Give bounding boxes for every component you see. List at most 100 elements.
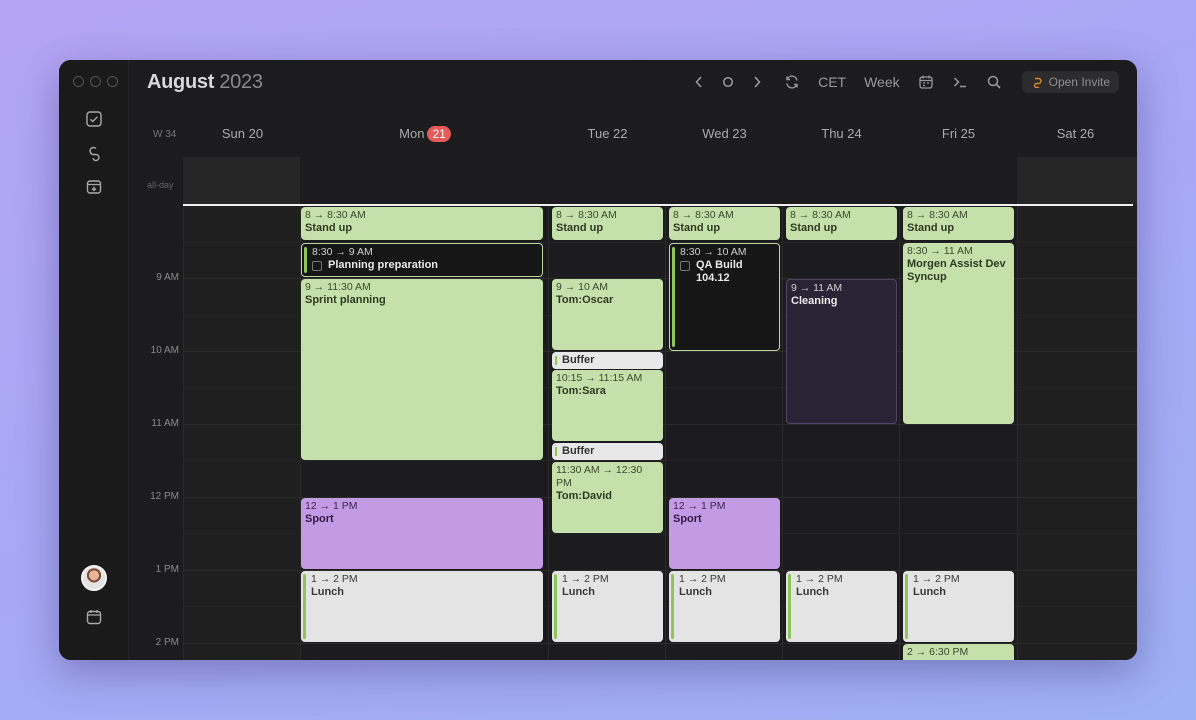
- event-time: 8:30 → 10 AM: [680, 246, 747, 258]
- event-time: 8 → 8:30 AM: [790, 209, 851, 221]
- toolbar: CET Week Open Invite: [676, 70, 1119, 94]
- event-card[interactable]: 8 → 8:30 AM Stand up: [669, 207, 780, 240]
- time-grid[interactable]: 9 AM 10 AM 11 AM 12 PM 1 PM 2 PM 8 → 8:3…: [59, 206, 1137, 660]
- day-header-mon[interactable]: Mon 21: [301, 126, 549, 142]
- today-button[interactable]: [722, 76, 734, 88]
- event-time: 8 → 8:30 AM: [673, 209, 734, 221]
- all-day-label: all-day: [147, 180, 174, 190]
- all-day-row[interactable]: [183, 157, 1137, 205]
- day-header-sun[interactable]: Sun 20: [221, 126, 264, 141]
- column-divider: [782, 206, 783, 660]
- command-prompt-icon[interactable]: [952, 74, 968, 90]
- event-title: Stand up: [907, 222, 955, 234]
- event-card[interactable]: 8 → 8:30 AM Stand up: [552, 207, 663, 240]
- event-card[interactable]: 12 → 1 PM Sport: [301, 498, 543, 569]
- event-title: Sport: [305, 513, 334, 525]
- event-time: 8:30 → 11 AM: [907, 245, 973, 257]
- saturday-column: [1017, 206, 1137, 660]
- event-time: 1 → 2 PM: [562, 573, 609, 585]
- task-card[interactable]: 8:30 → 9 AM Planning preparation: [301, 243, 543, 277]
- event-card[interactable]: 1 → 2 PM Lunch: [903, 571, 1014, 642]
- event-card[interactable]: 8 → 8:30 AM Stand up: [301, 207, 543, 240]
- event-card[interactable]: 12 → 1 PM Sport: [669, 498, 780, 569]
- user-avatar[interactable]: [81, 565, 107, 591]
- minimize-window-button[interactable]: [90, 76, 101, 87]
- event-card[interactable]: 1 → 2 PM Lunch: [786, 571, 897, 642]
- close-window-button[interactable]: [73, 76, 84, 87]
- event-card[interactable]: 2 → 6:30 PM: [903, 644, 1014, 660]
- event-title: Tom:Sara: [556, 385, 606, 397]
- tasks-checkbox-icon[interactable]: [85, 110, 103, 128]
- day-header: W 34 Sun 20 Mon 21 Tue 22 Wed 23 Thu 24 F…: [129, 120, 1137, 146]
- event-title: Morgen Assist Dev Syncup: [907, 258, 1006, 283]
- event-time: 10:15 → 11:15 AM: [556, 372, 643, 384]
- event-title: QA Build 104.12: [696, 259, 743, 284]
- event-card[interactable]: 9 → 10 AM Tom:Oscar: [552, 279, 663, 350]
- event-card[interactable]: 1 → 2 PM Lunch: [552, 571, 663, 642]
- day-header-sat[interactable]: Sat 26: [1056, 126, 1095, 141]
- integrations-icon[interactable]: [85, 144, 103, 162]
- task-checkbox[interactable]: [312, 261, 322, 271]
- event-card[interactable]: 8 → 8:30 AM Stand up: [786, 207, 897, 240]
- next-week-button[interactable]: [752, 75, 762, 89]
- event-title: Lunch: [796, 586, 829, 598]
- event-card[interactable]: 1 → 2 PM Lunch: [669, 571, 780, 642]
- date-picker-icon[interactable]: [918, 74, 934, 90]
- hour-line: [183, 643, 1137, 644]
- task-checkbox[interactable]: [680, 261, 690, 271]
- zoom-window-button[interactable]: [107, 76, 118, 87]
- event-title: Stand up: [790, 222, 838, 234]
- search-icon[interactable]: [986, 74, 1002, 90]
- window-controls: [73, 76, 118, 87]
- event-time: 1 → 2 PM: [679, 573, 726, 585]
- event-title: Planning preparation: [328, 259, 439, 271]
- day-header-fri[interactable]: Fri 25: [941, 126, 976, 141]
- event-card[interactable]: 8:30 → 11 AM Morgen Assist Dev Syncup: [903, 243, 1014, 424]
- timezone-button[interactable]: CET: [818, 74, 847, 90]
- half-hour-line: [183, 533, 1137, 534]
- event-card[interactable]: Buffer: [552, 443, 663, 460]
- day-header-thu[interactable]: Thu 24: [821, 126, 862, 141]
- open-invite-icon: [1033, 77, 1042, 88]
- event-time: 9 → 11 AM: [791, 282, 843, 294]
- hour-line: [183, 351, 1137, 352]
- current-time-line: [183, 204, 1133, 206]
- event-title: Tom:David: [556, 490, 613, 502]
- hour-label: 10 AM: [150, 345, 179, 356]
- day-header-wed[interactable]: Wed 23: [702, 126, 747, 141]
- event-card[interactable]: 1 → 2 PM Lunch: [301, 571, 543, 642]
- sunday-column: [183, 206, 300, 660]
- event-title: Sprint planning: [305, 294, 386, 306]
- event-time: 1 → 2 PM: [796, 573, 843, 585]
- hour-label: 12 PM: [150, 491, 179, 502]
- event-card[interactable]: 9 → 11 AM Cleaning: [786, 279, 897, 424]
- event-time: 1 → 2 PM: [913, 573, 960, 585]
- previous-week-button[interactable]: [694, 75, 704, 89]
- column-divider: [665, 206, 666, 660]
- refresh-icon[interactable]: [784, 74, 800, 90]
- event-title: Lunch: [311, 586, 344, 598]
- all-day-sat: [1017, 157, 1137, 205]
- event-card[interactable]: Buffer: [552, 352, 663, 369]
- all-day-sun: [183, 157, 300, 205]
- event-time: 2 → 6:30 PM: [907, 646, 969, 658]
- event-time: 8:30 → 9 AM: [312, 246, 373, 258]
- event-time: 1 → 2 PM: [311, 573, 358, 585]
- event-card[interactable]: 10:15 → 11:15 AM Tom:Sara: [552, 370, 663, 441]
- view-selector[interactable]: Week: [864, 74, 900, 90]
- event-title: Stand up: [556, 222, 604, 234]
- event-title: Sport: [673, 513, 702, 525]
- day-header-tue[interactable]: Tue 22: [587, 126, 628, 141]
- calendar-list-icon[interactable]: [85, 608, 103, 626]
- task-card[interactable]: 8:30 → 10 AM QA Build 104.12: [669, 243, 780, 351]
- open-invite-button[interactable]: Open Invite: [1021, 71, 1119, 93]
- hour-label: 9 AM: [156, 272, 179, 283]
- event-time: 11:30 AM → 12:30 PM: [556, 464, 643, 489]
- event-card[interactable]: 11:30 AM → 12:30 PM Tom:David: [552, 462, 663, 533]
- inbox-icon[interactable]: [85, 178, 103, 196]
- today-badge: 21: [427, 126, 451, 142]
- event-time: 12 → 1 PM: [673, 500, 726, 512]
- event-card[interactable]: 9 → 11:30 AM Sprint planning: [301, 279, 543, 460]
- week-number: W 34: [153, 129, 177, 140]
- event-card[interactable]: 8 → 8:30 AM Stand up: [903, 207, 1014, 240]
